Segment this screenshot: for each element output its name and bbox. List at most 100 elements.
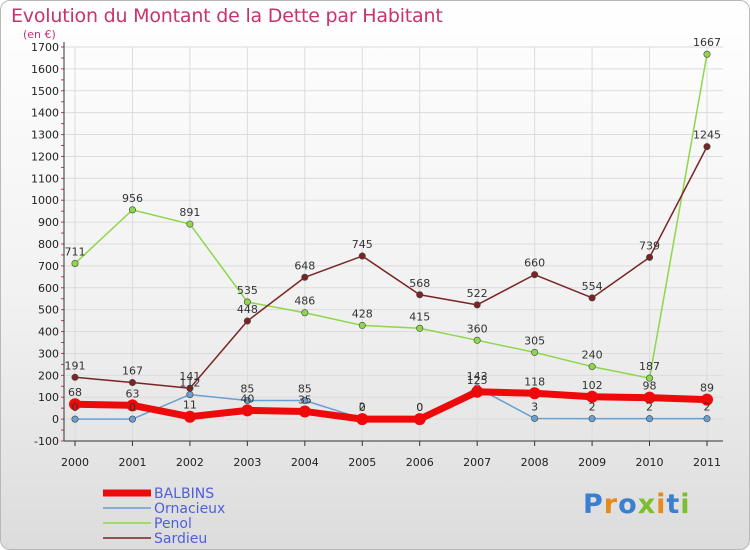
- logo-letter: P: [583, 489, 604, 520]
- data-point-penol: [588, 363, 596, 371]
- data-label-balbins: 35: [298, 393, 312, 406]
- data-point-sardieu: [243, 317, 251, 325]
- data-label-sardieu: 167: [122, 365, 143, 378]
- data-label-ornacieux: 143: [467, 370, 488, 383]
- x-tick-label: 2008: [521, 456, 549, 469]
- y-tick-label: 600: [38, 282, 59, 295]
- data-label-ornacieux: 3: [531, 400, 538, 413]
- y-tick-label: 1200: [31, 150, 59, 163]
- data-label-penol: 360: [467, 322, 488, 335]
- data-point-balbins: [183, 410, 196, 423]
- unit-label: (en €): [23, 28, 56, 41]
- data-point-ornacieux: [646, 415, 654, 423]
- y-tick-label: 1000: [31, 194, 59, 207]
- data-label-ornacieux: 85: [240, 383, 254, 396]
- data-label-penol: 187: [639, 360, 660, 373]
- data-point-ornacieux: [186, 391, 194, 399]
- x-tick-label: 2004: [291, 456, 319, 469]
- data-point-ornacieux: [128, 415, 136, 423]
- x-tick-label: 2001: [118, 456, 146, 469]
- x-tick-label: 2003: [233, 456, 261, 469]
- logo-letter: r: [603, 489, 619, 520]
- data-label-ornacieux: 2: [704, 401, 711, 414]
- data-label-balbins: 63: [125, 387, 139, 400]
- data-label-ornacieux: 2: [589, 401, 596, 414]
- legend-label-penol: Penol: [154, 516, 192, 532]
- data-point-sardieu: [646, 253, 654, 261]
- y-tick-label: 100: [38, 391, 59, 404]
- data-label-balbins: 0: [416, 401, 423, 414]
- y-tick-label: 1500: [31, 85, 59, 98]
- data-point-balbins: [298, 405, 311, 418]
- data-point-balbins: [126, 399, 139, 412]
- data-point-sardieu: [301, 273, 309, 281]
- data-label-penol: 415: [409, 310, 430, 323]
- data-point-penol: [71, 259, 79, 267]
- x-tick-label: 2006: [406, 456, 434, 469]
- y-tick-label: 500: [38, 304, 59, 317]
- data-label-balbins: 102: [582, 379, 603, 392]
- data-label-balbins: 118: [524, 375, 545, 388]
- data-label-sardieu: 141: [179, 370, 200, 383]
- data-label-ornacieux: 2: [359, 401, 366, 414]
- x-tick-label: 2002: [176, 456, 204, 469]
- data-point-penol: [243, 298, 251, 306]
- data-label-sardieu: 1245: [693, 129, 721, 142]
- data-label-ornacieux: 112: [179, 377, 200, 390]
- data-point-penol: [703, 50, 711, 58]
- data-label-sardieu: 739: [639, 239, 660, 252]
- data-label-penol: 486: [294, 295, 315, 308]
- logo-letter: x: [637, 489, 657, 520]
- data-label-balbins: 125: [467, 374, 488, 387]
- data-point-sardieu: [531, 271, 539, 279]
- data-label-sardieu: 554: [582, 280, 603, 293]
- data-label-sardieu: 648: [294, 259, 315, 272]
- data-label-penol: 535: [237, 284, 258, 297]
- data-point-sardieu: [186, 384, 194, 392]
- data-point-balbins: [471, 385, 484, 398]
- data-label-ornacieux: 0: [129, 401, 136, 414]
- x-tick-label: 2011: [693, 456, 721, 469]
- y-tick-label: 400: [38, 326, 59, 339]
- data-point-penol: [358, 321, 366, 329]
- data-label-sardieu: 660: [524, 257, 545, 270]
- series-line-penol: [74, 53, 708, 379]
- data-point-balbins: [586, 390, 599, 403]
- data-point-penol: [473, 336, 481, 344]
- data-point-balbins: [413, 413, 426, 426]
- logo-letter: i: [680, 489, 691, 520]
- logo-letter: o: [618, 489, 638, 520]
- y-tick-label: 1300: [31, 129, 59, 142]
- data-label-penol: 1667: [693, 36, 721, 49]
- legend-label-sardieu: Sardieu: [154, 531, 207, 547]
- x-tick-label: 2007: [463, 456, 491, 469]
- data-point-sardieu: [71, 373, 79, 381]
- y-tick-label: 800: [38, 238, 59, 251]
- data-label-ornacieux: 0: [72, 401, 79, 414]
- data-point-balbins: [241, 404, 254, 417]
- y-tick-label: 1100: [31, 172, 59, 185]
- data-point-sardieu: [703, 143, 711, 151]
- data-point-penol: [301, 309, 309, 317]
- data-point-sardieu: [588, 294, 596, 302]
- data-label-ornacieux: 85: [298, 383, 312, 396]
- series-line-balbins: [71, 388, 711, 423]
- logo-letter: t: [666, 489, 681, 520]
- data-point-ornacieux: [531, 414, 539, 422]
- data-label-balbins: 98: [643, 380, 657, 393]
- data-point-balbins: [528, 387, 541, 400]
- data-label-ornacieux: 0: [416, 401, 423, 414]
- data-label-sardieu: 745: [352, 238, 373, 251]
- x-tick-label: 2010: [636, 456, 664, 469]
- chart-title: Evolution du Montant de la Dette par Hab…: [11, 5, 443, 27]
- data-point-penol: [416, 324, 424, 332]
- data-label-penol: 711: [65, 245, 86, 258]
- data-label-sardieu: 191: [65, 359, 86, 372]
- data-point-sardieu: [473, 301, 481, 309]
- data-label-sardieu: 522: [467, 287, 488, 300]
- x-tick-label: 2005: [348, 456, 376, 469]
- y-tick-label: 700: [38, 260, 59, 273]
- data-label-balbins: 0: [359, 401, 366, 414]
